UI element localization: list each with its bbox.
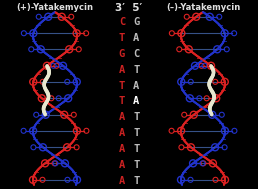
Text: T: T — [133, 144, 139, 154]
Text: T: T — [119, 81, 125, 91]
Text: 3′  5′: 3′ 5′ — [115, 3, 143, 13]
Text: (+)-Yatakemycin: (+)-Yatakemycin — [17, 3, 93, 12]
Text: A: A — [133, 97, 139, 106]
Text: T: T — [119, 33, 125, 43]
Text: C: C — [133, 49, 139, 59]
Text: T: T — [133, 112, 139, 122]
Text: A: A — [133, 81, 139, 91]
Text: A: A — [119, 144, 125, 154]
Text: G: G — [119, 49, 125, 59]
Text: A: A — [119, 176, 125, 186]
Text: C: C — [119, 17, 125, 27]
Text: A: A — [119, 65, 125, 75]
Text: A: A — [119, 128, 125, 138]
Text: A: A — [119, 160, 125, 170]
Text: G: G — [133, 17, 139, 27]
Text: A: A — [119, 112, 125, 122]
Text: T: T — [133, 160, 139, 170]
Text: T: T — [133, 65, 139, 75]
Text: T: T — [133, 128, 139, 138]
Text: T: T — [119, 97, 125, 106]
Text: (–)-Yatakemycin: (–)-Yatakemycin — [166, 3, 240, 12]
Text: A: A — [133, 33, 139, 43]
Text: T: T — [133, 176, 139, 186]
